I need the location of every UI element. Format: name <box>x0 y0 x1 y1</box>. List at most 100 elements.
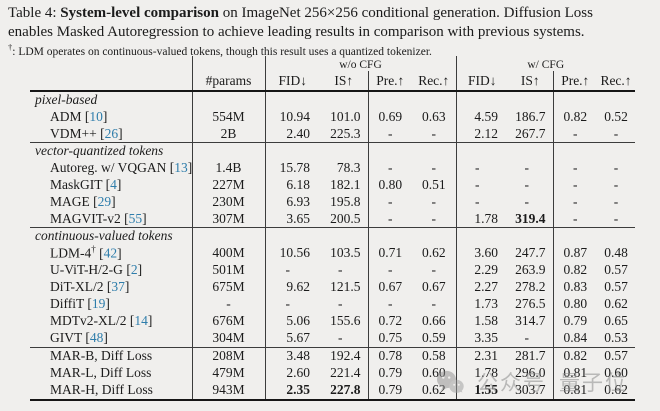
citation-number[interactable]: 4 <box>110 176 117 192</box>
metric-cell: 9.62 <box>286 279 310 294</box>
group-header-w-cfg: w/ CFG <box>527 59 565 71</box>
metric-cell: 0.78 <box>378 348 403 363</box>
section-mar: MAR-B, Diff Loss 208M 3.48 192.4 0.78 0.… <box>30 347 635 400</box>
model-label: GIVT <box>50 330 82 345</box>
metric-cell: 0.62 <box>604 382 628 397</box>
model-label: ADM <box>50 108 82 124</box>
citation-link[interactable]: 14 <box>130 313 153 328</box>
metric-cell: - <box>508 176 554 193</box>
metric-cell: 2.29 <box>474 262 498 277</box>
table-caption: Table 4: System-level comparison on Imag… <box>8 4 656 41</box>
citation-link[interactable]: 19 <box>87 296 110 311</box>
model-label: DiffiT <box>50 296 85 311</box>
citation-link[interactable]: 29 <box>93 194 116 209</box>
model-name: MAR-B, Diff Loss <box>30 347 193 365</box>
metric-cell: 2.40 <box>286 125 310 141</box>
metric-cell: - <box>508 159 554 176</box>
metric-cell: 267.7 <box>508 125 554 143</box>
metric-cell: 103.5 <box>320 244 369 262</box>
empty-cell <box>456 91 508 108</box>
table-row: U-ViT-H/2-G 2 501M - - - - 2.29 263.9 0.… <box>30 261 635 279</box>
metric-cell: 0.71 <box>378 244 403 260</box>
model-name: MAR-H, Diff Loss <box>30 381 193 400</box>
citation-link[interactable]: 10 <box>85 109 108 124</box>
column-header-is-cfg: IS↑ <box>508 71 554 91</box>
citation-number[interactable]: 19 <box>91 296 106 311</box>
citation-number[interactable]: 37 <box>111 279 125 294</box>
citation-link[interactable]: 42 <box>99 246 122 261</box>
model-name: MAR-L, Diff Loss <box>30 364 193 382</box>
model-name: ADM 10 <box>30 108 193 125</box>
metric-cell: 1.78 <box>474 365 498 380</box>
column-header-rec: Rec.↑ <box>412 71 457 91</box>
empty-cell <box>553 228 597 245</box>
metric-cell: 276.5 <box>508 295 554 313</box>
metric-cell: 0.57 <box>604 262 628 277</box>
citation-link[interactable]: 26 <box>100 126 123 141</box>
metric-cell: 1.78 <box>474 210 498 226</box>
citation-link[interactable]: 2 <box>126 262 142 277</box>
metric-cell: 182.1 <box>320 176 369 193</box>
caption-line2: enables Masked Autoregression to achieve… <box>8 23 585 40</box>
citation-number[interactable]: 13 <box>174 159 188 175</box>
citation-number[interactable]: 14 <box>134 313 148 328</box>
metric-cell: 0.67 <box>378 279 403 294</box>
empty-cell <box>412 91 457 108</box>
model-label: U-ViT-H/2-G <box>50 262 123 277</box>
params-cell: - <box>192 295 266 313</box>
section-label: continuous-valued tokens <box>30 227 193 244</box>
model-label: MAGVIT-v2 <box>50 210 121 226</box>
params-cell: 479M <box>192 364 266 382</box>
citation-number[interactable]: 2 <box>130 262 138 277</box>
metric-cell: 6.18 <box>286 176 310 192</box>
metric-cell: 3.65 <box>286 210 310 226</box>
metric-cell: 314.7 <box>508 312 554 330</box>
empty-cell <box>508 142 554 159</box>
metric-cell: - <box>412 261 457 279</box>
model-name: DiT-XL/2 37 <box>30 278 193 296</box>
column-header-rec-cfg: Rec.↑ <box>600 72 632 88</box>
section-label-row: pixel-based <box>30 91 635 108</box>
empty-cell <box>30 56 193 71</box>
citation-number[interactable]: 10 <box>89 108 103 124</box>
metric-cell: - <box>573 193 578 209</box>
citation-number[interactable]: 55 <box>128 210 143 226</box>
citation-link[interactable]: 48 <box>85 330 108 345</box>
model-name: U-ViT-H/2-G 2 <box>30 261 193 279</box>
metric-cell: - <box>320 261 369 279</box>
params-cell: 2B <box>192 125 266 143</box>
column-header-pre-cfg: Pre.↑ <box>561 72 590 88</box>
model-label: Autoreg. w/ VQGAN <box>50 159 167 175</box>
citation-number[interactable]: 48 <box>89 330 104 345</box>
metric-cell: - <box>388 193 393 209</box>
metric-cell: - <box>412 210 457 228</box>
metric-cell: - <box>613 210 619 226</box>
empty-cell <box>456 228 508 245</box>
metric-cell: 0.52 <box>604 108 628 124</box>
model-label: VDM++ <box>50 125 97 141</box>
caption-rest: on ImageNet 256×256 conditional generati… <box>219 5 593 21</box>
citation-link[interactable]: 4 <box>106 177 122 192</box>
citation-number[interactable]: 42 <box>103 245 118 261</box>
citation-link[interactable]: 37 <box>107 279 130 294</box>
model-label: LDM-4 <box>50 245 92 261</box>
metric-cell: - <box>412 125 457 143</box>
metric-cell: 0.66 <box>412 312 457 330</box>
metric-cell: - <box>412 159 457 176</box>
metric-cell: 0.79 <box>378 382 403 397</box>
metric-cell: 0.62 <box>412 244 457 262</box>
metric-cell: 192.4 <box>320 347 369 365</box>
citation-link[interactable]: 55 <box>124 211 147 226</box>
params-cell: 676M <box>192 312 266 330</box>
watermark-text-2: 量子位 <box>559 371 628 395</box>
model-name: VDM++ 26 <box>30 125 193 143</box>
metric-cell: 247.7 <box>508 244 554 262</box>
metric-cell: 281.7 <box>508 347 554 365</box>
watermark-text-1: 公众号 <box>477 371 546 395</box>
model-label: MDTv2-XL/2 <box>50 313 127 328</box>
citation-number[interactable]: 26 <box>104 125 119 141</box>
citation-number[interactable]: 29 <box>97 193 112 209</box>
citation-link[interactable]: 13 <box>170 160 193 175</box>
metric-cell: 10.56 <box>279 244 310 260</box>
column-header-fid: FID↓ <box>278 72 307 88</box>
